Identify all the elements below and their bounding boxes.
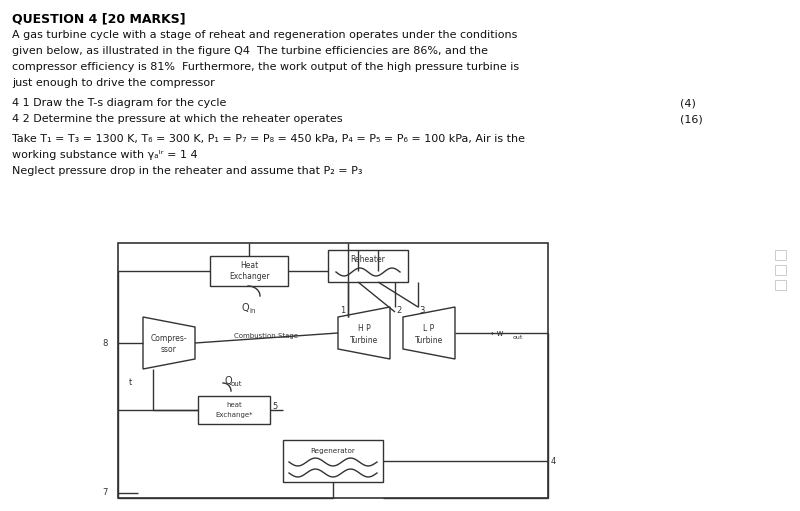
Text: 4 1 Draw the T-s diagram for the cycle: 4 1 Draw the T-s diagram for the cycle (12, 98, 226, 108)
Text: A gas turbine cycle with a stage of reheat and regeneration operates under the c: A gas turbine cycle with a stage of rehe… (12, 30, 518, 40)
Bar (775, 250, 786, 260)
Text: Neglect pressure drop in the reheater and assume that P₂ = P₃: Neglect pressure drop in the reheater an… (12, 166, 362, 176)
Text: Exchanger: Exchanger (229, 271, 270, 281)
Text: (4): (4) (680, 98, 696, 108)
Text: 7: 7 (102, 487, 108, 497)
Text: Heat: Heat (240, 261, 258, 269)
Text: out: out (513, 335, 523, 339)
Text: compressor efficiency is 81%  Furthermore, the work output of the high pressure : compressor efficiency is 81% Furthermore… (12, 62, 519, 72)
Text: 2: 2 (396, 306, 402, 314)
Text: (16): (16) (680, 114, 702, 124)
Text: 4: 4 (550, 456, 556, 466)
Text: just enough to drive the compressor: just enough to drive the compressor (12, 78, 214, 88)
Text: 3: 3 (419, 306, 425, 314)
Text: 1: 1 (340, 306, 346, 314)
Text: Compres-: Compres- (150, 334, 187, 342)
Text: 4 2 Determine the pressure at which the reheater operates: 4 2 Determine the pressure at which the … (12, 114, 342, 124)
Text: Take T₁ = T₃ = 1300 K, T₆ = 300 K, P₁ = P₇ = P₈ = 450 kPa, P₄ = P₅ = P₆ = 100 kP: Take T₁ = T₃ = 1300 K, T₆ = 300 K, P₁ = … (12, 134, 525, 144)
Text: heat: heat (226, 402, 242, 408)
Text: out: out (230, 381, 242, 387)
Bar (328, 250, 408, 282)
Text: Reheater: Reheater (350, 254, 386, 264)
Text: Q: Q (241, 303, 249, 313)
Text: QUESTION 4 [20 MARKS]: QUESTION 4 [20 MARKS] (12, 12, 186, 25)
Text: L P: L P (423, 323, 434, 333)
Text: Turbine: Turbine (350, 336, 378, 344)
Text: ssor: ssor (161, 344, 177, 354)
Text: Q: Q (224, 376, 232, 386)
Text: Turbine: Turbine (415, 336, 443, 344)
Text: 5: 5 (272, 402, 278, 410)
Bar (198, 396, 270, 424)
Bar (775, 265, 786, 275)
Text: H P: H P (358, 323, 370, 333)
Bar (283, 440, 383, 482)
Bar (118, 243, 548, 498)
Text: given below, as illustrated in the figure Q4  The turbine efficiencies are 86%, : given below, as illustrated in the figur… (12, 46, 488, 56)
Text: → w: → w (486, 329, 503, 337)
Text: Regenerator: Regenerator (310, 448, 355, 454)
Bar (210, 256, 288, 286)
Text: in: in (250, 308, 256, 314)
Text: 8: 8 (102, 338, 108, 347)
Text: working substance with γₐᴵʳ = 1 4: working substance with γₐᴵʳ = 1 4 (12, 150, 198, 160)
Text: Exchange*: Exchange* (215, 412, 253, 418)
Text: Combustion Stage: Combustion Stage (234, 333, 298, 339)
Text: t: t (128, 378, 132, 386)
Bar (775, 280, 786, 290)
